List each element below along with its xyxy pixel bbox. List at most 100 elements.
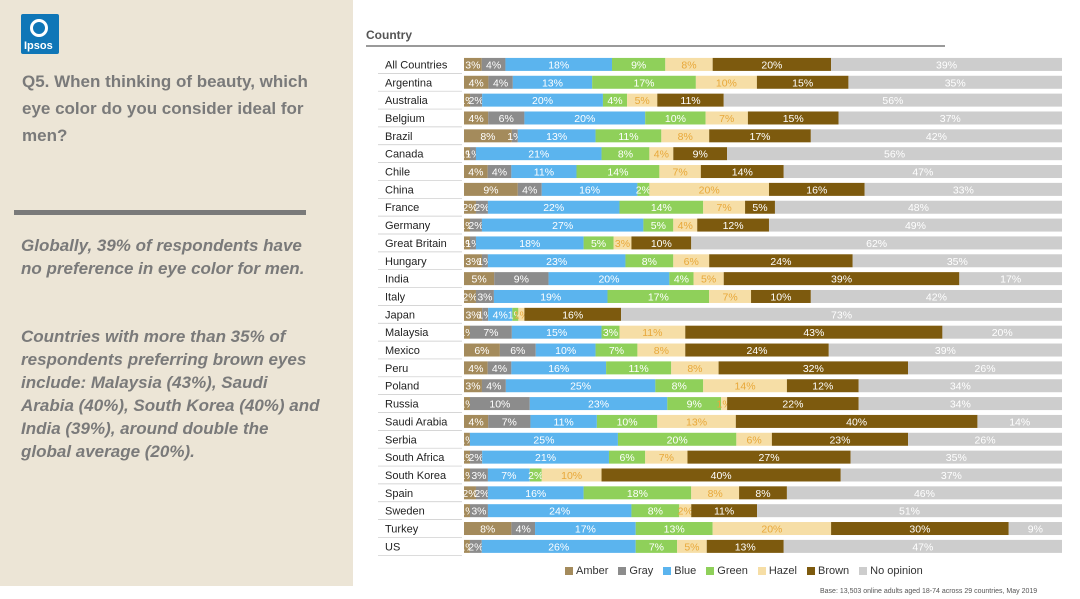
bar-segment: [619, 200, 704, 214]
legend-item: No opinion: [859, 565, 923, 577]
data-label: 26%: [975, 434, 996, 446]
bar-segment: [1008, 522, 1062, 536]
data-label: 17%: [1000, 274, 1021, 286]
bar-segment: [697, 218, 769, 232]
bar-segment: [631, 236, 692, 250]
bar-segment: [464, 182, 518, 196]
bar-segment: [858, 379, 1062, 393]
bar-segment: [617, 432, 737, 446]
bar-segment: [469, 539, 482, 553]
category-label: Great Britain: [385, 238, 447, 250]
bar-segment: [481, 539, 636, 553]
data-label: 2%: [468, 541, 483, 553]
category-label: Turkey: [385, 524, 419, 536]
bar-segment: [517, 182, 542, 196]
data-label: 7%: [609, 345, 624, 357]
bar-segment: [661, 129, 710, 143]
bar-segment: [464, 486, 476, 500]
bar-segment: [768, 182, 865, 196]
bar-segment: [768, 218, 1062, 232]
data-label: 39%: [831, 274, 852, 286]
divider: [14, 210, 306, 215]
category-label: Sweden: [385, 506, 425, 518]
data-label: 35%: [947, 256, 968, 268]
bar-segment: [576, 165, 660, 179]
data-label: 4%: [469, 77, 484, 89]
data-label: 26%: [975, 363, 996, 375]
data-label: 2%: [462, 202, 477, 214]
bar-segment: [535, 343, 596, 357]
bar-segment: [669, 272, 694, 286]
bar-segment: [601, 147, 650, 161]
bar-segment: [464, 289, 476, 303]
data-label: 11%: [714, 506, 734, 518]
bar-segment: [693, 272, 724, 286]
bar-segment: [627, 93, 658, 107]
bar-segment: [810, 129, 1062, 143]
data-label: 37%: [941, 470, 962, 482]
category-label: Hungary: [385, 256, 427, 268]
data-label: 2%: [468, 220, 483, 232]
data-label: 5%: [752, 202, 767, 214]
bar-segment: [677, 539, 707, 553]
bar-segment: [757, 504, 1062, 518]
bar-segment: [771, 432, 909, 446]
bar-segment: [481, 254, 488, 268]
data-label: 22%: [782, 399, 803, 411]
data-label: 4%: [678, 220, 693, 232]
bar-segment: [673, 218, 698, 232]
bar-segment: [530, 414, 597, 428]
bar-segment: [665, 57, 713, 71]
data-label: 5%: [472, 274, 487, 286]
category-label: Peru: [385, 363, 408, 375]
bar-segment: [637, 343, 686, 357]
data-label: 2%: [474, 202, 489, 214]
bar-segment: [541, 182, 638, 196]
bar-segment: [709, 129, 811, 143]
data-label: 16%: [806, 184, 827, 196]
bar-segment: [649, 147, 674, 161]
data-label: 4%: [492, 363, 507, 375]
legend-label: Blue: [674, 565, 697, 577]
logo-mark-icon: [30, 19, 48, 37]
category-label: Germany: [385, 220, 431, 232]
bar-segment: [691, 486, 740, 500]
bar-segment: [635, 539, 678, 553]
data-label: 8%: [755, 488, 770, 500]
bar-segment: [524, 307, 622, 321]
data-label: 2%: [474, 488, 489, 500]
bar-segment: [505, 57, 613, 71]
data-label: 8%: [480, 524, 495, 536]
bar-segment: [810, 289, 1062, 303]
category-label: Brazil: [385, 131, 413, 143]
bar-segment: [464, 254, 482, 268]
category-label: India: [385, 274, 410, 286]
data-label: 8%: [708, 488, 723, 500]
header-rule: [366, 45, 945, 47]
bar-segment: [673, 254, 710, 268]
data-label: 2%: [528, 470, 543, 482]
data-label: 9%: [631, 59, 646, 71]
bar-segment: [481, 57, 506, 71]
bar-segment: [499, 343, 536, 357]
data-label: 56%: [884, 149, 905, 161]
data-label: 4%: [493, 77, 508, 89]
data-label: 7%: [717, 202, 732, 214]
legend-swatch: [706, 567, 715, 575]
data-label: 15%: [792, 77, 813, 89]
data-label: 2%: [678, 506, 693, 518]
bar-segment: [493, 289, 608, 303]
data-label: 21%: [528, 149, 549, 161]
data-label: 32%: [803, 363, 824, 375]
legend-item: Green: [706, 565, 748, 577]
data-label: 14%: [607, 167, 628, 179]
bar-segment: [645, 450, 688, 464]
bar-segment: [511, 165, 577, 179]
data-label: 35%: [945, 77, 966, 89]
data-label: 3%: [615, 238, 630, 250]
data-label: 42%: [926, 291, 947, 303]
data-label: 6%: [619, 452, 634, 464]
bar-segment: [602, 93, 628, 107]
legend-swatch: [757, 567, 766, 575]
bar-segment: [645, 111, 706, 125]
